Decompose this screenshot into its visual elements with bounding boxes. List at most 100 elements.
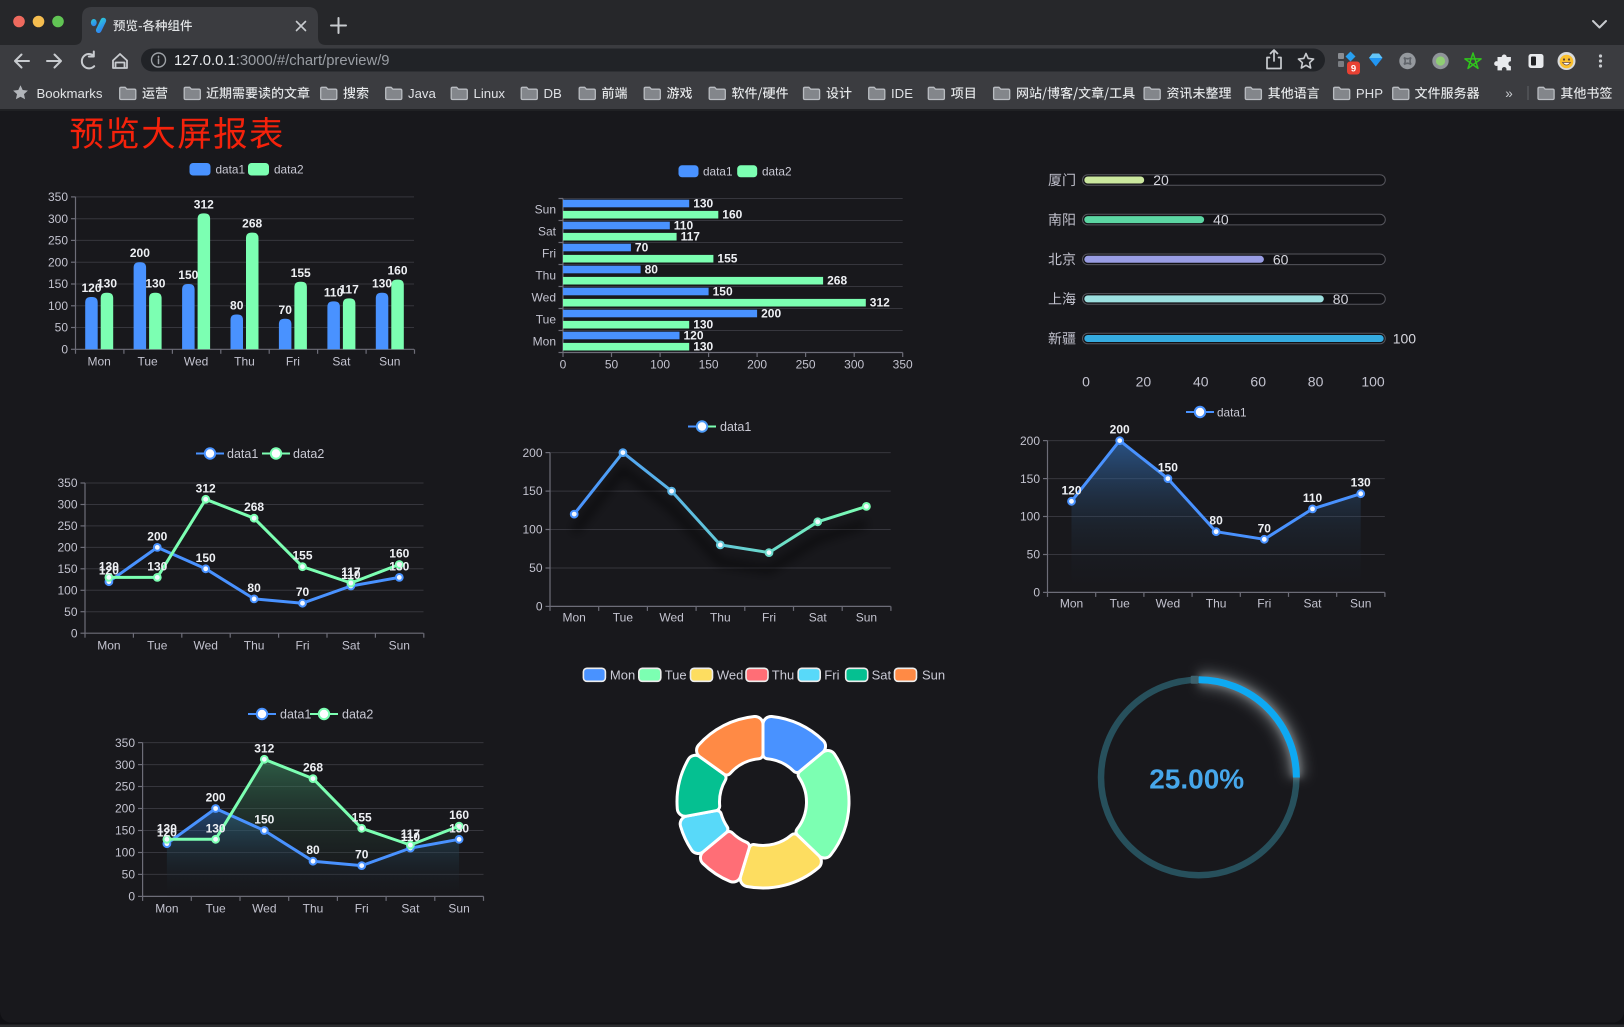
svg-text:100: 100 — [1020, 510, 1040, 524]
svg-text:Sat: Sat — [342, 639, 361, 653]
svg-text:130: 130 — [97, 277, 117, 291]
svg-text:Thu: Thu — [244, 639, 265, 653]
svg-text:data1: data1 — [703, 165, 733, 179]
svg-text:Thu: Thu — [303, 902, 324, 916]
svg-text:300: 300 — [57, 498, 77, 512]
svg-text:Bookmarks: Bookmarks — [37, 86, 103, 101]
svg-text:Fri: Fri — [762, 611, 776, 625]
svg-text:100: 100 — [650, 358, 670, 372]
svg-text:130: 130 — [206, 821, 226, 835]
svg-text:130: 130 — [1351, 476, 1371, 490]
svg-text:Wed: Wed — [252, 902, 276, 916]
svg-text:Fri: Fri — [296, 639, 310, 653]
svg-text:120: 120 — [1061, 483, 1081, 497]
svg-text:Wed: Wed — [532, 291, 556, 305]
svg-text:155: 155 — [291, 266, 311, 280]
svg-text:80: 80 — [230, 299, 244, 313]
svg-text:150: 150 — [196, 551, 216, 565]
svg-text:155: 155 — [352, 810, 372, 824]
svg-text:150: 150 — [254, 813, 274, 827]
svg-text:80: 80 — [247, 581, 261, 595]
svg-text:0: 0 — [128, 890, 135, 904]
svg-text:Tue: Tue — [613, 611, 634, 625]
svg-text:312: 312 — [254, 741, 274, 755]
svg-text:200: 200 — [522, 446, 542, 460]
svg-text:150: 150 — [1020, 472, 1040, 486]
svg-text:data1: data1 — [280, 708, 311, 722]
svg-text:data1: data1 — [227, 447, 258, 461]
svg-text:80: 80 — [1333, 291, 1349, 307]
svg-text:data2: data2 — [274, 163, 304, 177]
svg-text:117: 117 — [341, 565, 361, 579]
svg-text:250: 250 — [57, 519, 77, 533]
svg-text:150: 150 — [48, 277, 68, 291]
svg-text:250: 250 — [115, 780, 135, 794]
svg-text:300: 300 — [48, 212, 68, 226]
svg-text:100: 100 — [57, 584, 77, 598]
svg-text:Sat: Sat — [872, 668, 892, 683]
svg-text:250: 250 — [48, 234, 68, 248]
svg-text:200: 200 — [147, 529, 167, 543]
svg-text:117: 117 — [339, 282, 359, 296]
svg-text:Thu: Thu — [1206, 597, 1227, 611]
svg-text:Fri: Fri — [286, 355, 300, 369]
svg-text:130: 130 — [147, 559, 167, 573]
svg-text:9: 9 — [1351, 64, 1356, 75]
svg-text:120: 120 — [81, 281, 101, 295]
svg-text:130: 130 — [693, 197, 713, 211]
svg-text:300: 300 — [844, 358, 864, 372]
svg-text:»: » — [1505, 86, 1513, 101]
svg-text:Mon: Mon — [88, 355, 111, 369]
svg-text:50: 50 — [605, 358, 619, 372]
svg-text:150: 150 — [699, 358, 719, 372]
svg-text:Wed: Wed — [717, 668, 744, 683]
svg-text:data2: data2 — [762, 165, 792, 179]
svg-text:150: 150 — [178, 268, 198, 282]
svg-text:100: 100 — [522, 523, 542, 537]
svg-text:data1: data1 — [1217, 406, 1247, 420]
svg-text:Wed: Wed — [1156, 597, 1180, 611]
svg-text:data2: data2 — [293, 447, 324, 461]
svg-text:Mon: Mon — [155, 902, 178, 916]
svg-text:20: 20 — [1136, 374, 1152, 390]
svg-text:160: 160 — [389, 547, 409, 561]
svg-text:120: 120 — [99, 564, 119, 578]
svg-text:130: 130 — [157, 821, 177, 835]
svg-text:data1: data1 — [216, 163, 246, 177]
svg-text:Sat: Sat — [538, 225, 557, 239]
svg-text:130: 130 — [372, 277, 392, 291]
svg-text:300: 300 — [115, 758, 135, 772]
svg-text:200: 200 — [115, 802, 135, 816]
svg-text:80: 80 — [645, 263, 659, 277]
svg-text:150: 150 — [115, 824, 135, 838]
svg-text:200: 200 — [48, 255, 68, 269]
svg-text:350: 350 — [57, 476, 77, 490]
svg-text:130: 130 — [693, 318, 713, 332]
svg-text:155: 155 — [292, 549, 312, 563]
svg-text:IDE: IDE — [891, 86, 913, 101]
svg-text:Wed: Wed — [193, 639, 217, 653]
svg-text:Sat: Sat — [1303, 597, 1322, 611]
svg-text:Tue: Tue — [1110, 597, 1131, 611]
svg-text:350: 350 — [48, 190, 68, 204]
svg-text:80: 80 — [1308, 374, 1324, 390]
svg-text:Tue: Tue — [536, 313, 557, 327]
svg-text:0: 0 — [1033, 586, 1040, 600]
svg-text:70: 70 — [635, 241, 649, 255]
svg-text:50: 50 — [64, 605, 78, 619]
svg-text:268: 268 — [303, 761, 323, 775]
svg-text:Tue: Tue — [665, 668, 687, 683]
svg-text:200: 200 — [206, 791, 226, 805]
svg-text:120: 120 — [684, 329, 704, 343]
svg-text:0: 0 — [71, 626, 78, 640]
svg-text:130: 130 — [449, 821, 469, 835]
svg-text:Sat: Sat — [401, 902, 420, 916]
svg-text:70: 70 — [355, 848, 369, 862]
svg-text:127.0.0.1:3000/#/chart/preview: 127.0.0.1:3000/#/chart/preview/9 — [174, 53, 390, 69]
svg-text:200: 200 — [57, 541, 77, 555]
svg-text:50: 50 — [55, 321, 69, 335]
svg-text:60: 60 — [1273, 251, 1289, 267]
svg-text:Fri: Fri — [1257, 597, 1271, 611]
svg-text:0: 0 — [1082, 374, 1090, 390]
svg-text:200: 200 — [747, 358, 767, 372]
